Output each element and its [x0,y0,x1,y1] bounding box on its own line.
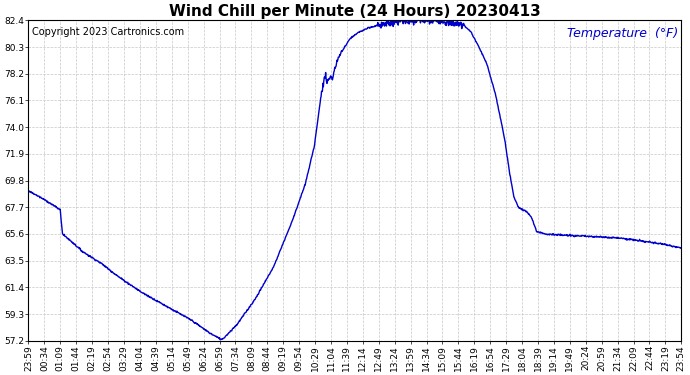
Text: Temperature  (°F): Temperature (°F) [566,27,678,40]
Title: Wind Chill per Minute (24 Hours) 20230413: Wind Chill per Minute (24 Hours) 2023041… [169,4,541,19]
Text: Copyright 2023 Cartronics.com: Copyright 2023 Cartronics.com [32,27,184,37]
